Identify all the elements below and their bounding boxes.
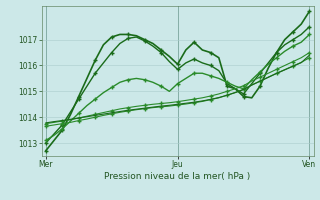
X-axis label: Pression niveau de la mer( hPa ): Pression niveau de la mer( hPa ) <box>104 172 251 181</box>
